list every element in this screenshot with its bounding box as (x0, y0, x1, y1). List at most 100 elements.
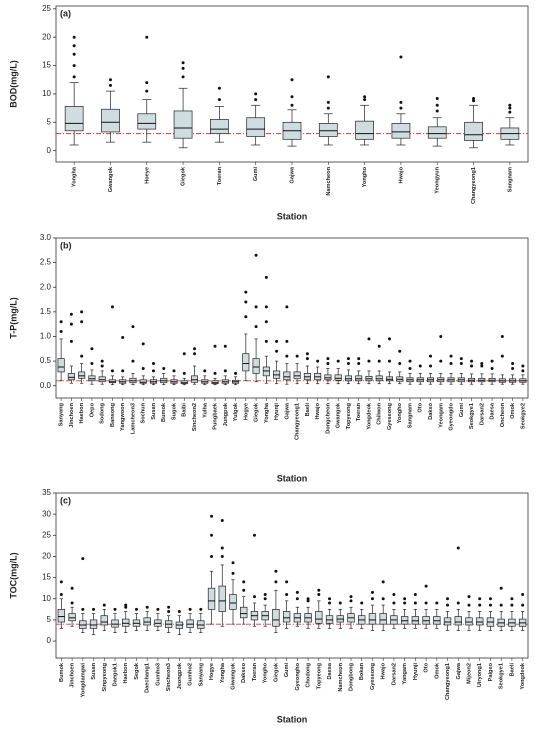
outlier (124, 603, 128, 607)
box (246, 117, 266, 137)
outlier (510, 597, 514, 601)
outlier (134, 607, 138, 611)
outlier (521, 369, 525, 373)
outlier (151, 362, 155, 366)
x-tick-label: Sanyang (59, 402, 65, 426)
outlier (413, 593, 417, 597)
outlier (346, 362, 350, 366)
outlier (472, 99, 476, 103)
x-axis-label: Station (277, 211, 308, 221)
outlier (244, 300, 248, 304)
panel-title: (c) (60, 495, 71, 505)
outlier (223, 369, 227, 373)
outlier (108, 78, 112, 82)
outlier (360, 601, 364, 605)
y-tick-label: 30 (42, 509, 51, 518)
outlier (349, 599, 353, 603)
y-tick-label: 25 (42, 530, 51, 539)
y-tick-label: 35 (42, 488, 51, 497)
outlier (439, 359, 443, 363)
outlier (408, 366, 412, 370)
x-tick-label: Baeli (509, 663, 515, 677)
box (64, 106, 84, 132)
box (57, 608, 66, 623)
x-tick-label: Hyunji (413, 663, 419, 681)
x-tick-label: Yongha (220, 662, 226, 683)
outlier (182, 371, 186, 375)
outlier (162, 366, 166, 370)
x-tick-label: Seokgye2 (520, 403, 526, 429)
x-tick-label: Yulha (202, 402, 208, 418)
x-tick-label: Gumi (253, 167, 259, 182)
outlier (72, 52, 76, 56)
x-tick-label: Hwajo (381, 662, 387, 679)
x-tick-label: Jungpok (223, 402, 229, 426)
outlier (398, 362, 402, 366)
outlier (305, 357, 309, 361)
x-tick-label: Yongdeok (366, 402, 372, 430)
x-tick-label: Baibi (182, 403, 188, 417)
x-tick-label: Segok (134, 662, 140, 680)
outlier (467, 595, 471, 599)
outlier (326, 357, 330, 361)
x-tick-label: Giegok (181, 166, 187, 186)
outlier (108, 83, 112, 87)
outlier (131, 359, 135, 363)
outlier (399, 100, 403, 104)
x-tick-label: Toeran (217, 166, 223, 185)
outlier (59, 330, 63, 334)
x-tick-label: Daesa (490, 402, 496, 419)
box (318, 123, 338, 137)
outlier (220, 546, 224, 550)
outlier (306, 599, 310, 603)
outlier (275, 349, 279, 353)
outlier (363, 95, 367, 99)
x-tick-label: Toeran (252, 662, 258, 681)
outlier (141, 366, 145, 370)
x-tick-label: Sangnam (407, 403, 413, 428)
x-tick-label: Chodong (306, 662, 312, 687)
box (139, 379, 147, 384)
outlier (69, 312, 73, 316)
outlier (449, 362, 453, 366)
x-tick-label: Gyeseong (387, 402, 393, 430)
outlier (285, 305, 289, 309)
x-tick-label: Daechang1 (145, 663, 151, 693)
y-tick-label: 1.5 (40, 307, 52, 316)
box (137, 113, 157, 130)
panel: (b) T-P(mg/L) Station 0.0 0.5 1.0 1.5 2.0 2.5 3.0… (8, 233, 529, 483)
outlier (100, 359, 104, 363)
outlier (467, 603, 471, 607)
outlier (70, 601, 74, 605)
outlier (500, 334, 504, 338)
x-tick-label: Omok (510, 402, 516, 419)
box (283, 371, 291, 381)
y-tick-label: 10 (42, 594, 51, 603)
outlier (199, 607, 203, 611)
x-tick-label: Yulgok (233, 402, 239, 421)
x-tick-label: Gumi (284, 663, 290, 678)
x-tick-label: Seokgye1 (469, 403, 475, 429)
panel-title: (a) (60, 8, 71, 18)
x-tick-label: Susan (91, 662, 97, 679)
outlier (275, 339, 279, 343)
x-tick-label: Hwajo (398, 166, 404, 183)
outlier (488, 603, 492, 607)
outlier (213, 344, 217, 348)
outlier (72, 75, 76, 79)
outlier (357, 357, 361, 361)
box (210, 119, 229, 134)
x-tick-label: Sincheon2 (192, 403, 198, 431)
box (427, 126, 447, 139)
outlier (377, 344, 381, 348)
outlier (193, 347, 197, 351)
x-tick-label: Daesa (327, 662, 333, 679)
outlier (244, 315, 248, 319)
outlier (370, 590, 374, 594)
x-tick-label: Gumi (459, 403, 465, 418)
x-tick-label: Namcheon (338, 662, 344, 691)
outlier (305, 352, 309, 356)
x-tick-label: Giwangok (230, 662, 236, 690)
outlier (317, 588, 321, 592)
y-tick-label: 15 (42, 61, 51, 70)
